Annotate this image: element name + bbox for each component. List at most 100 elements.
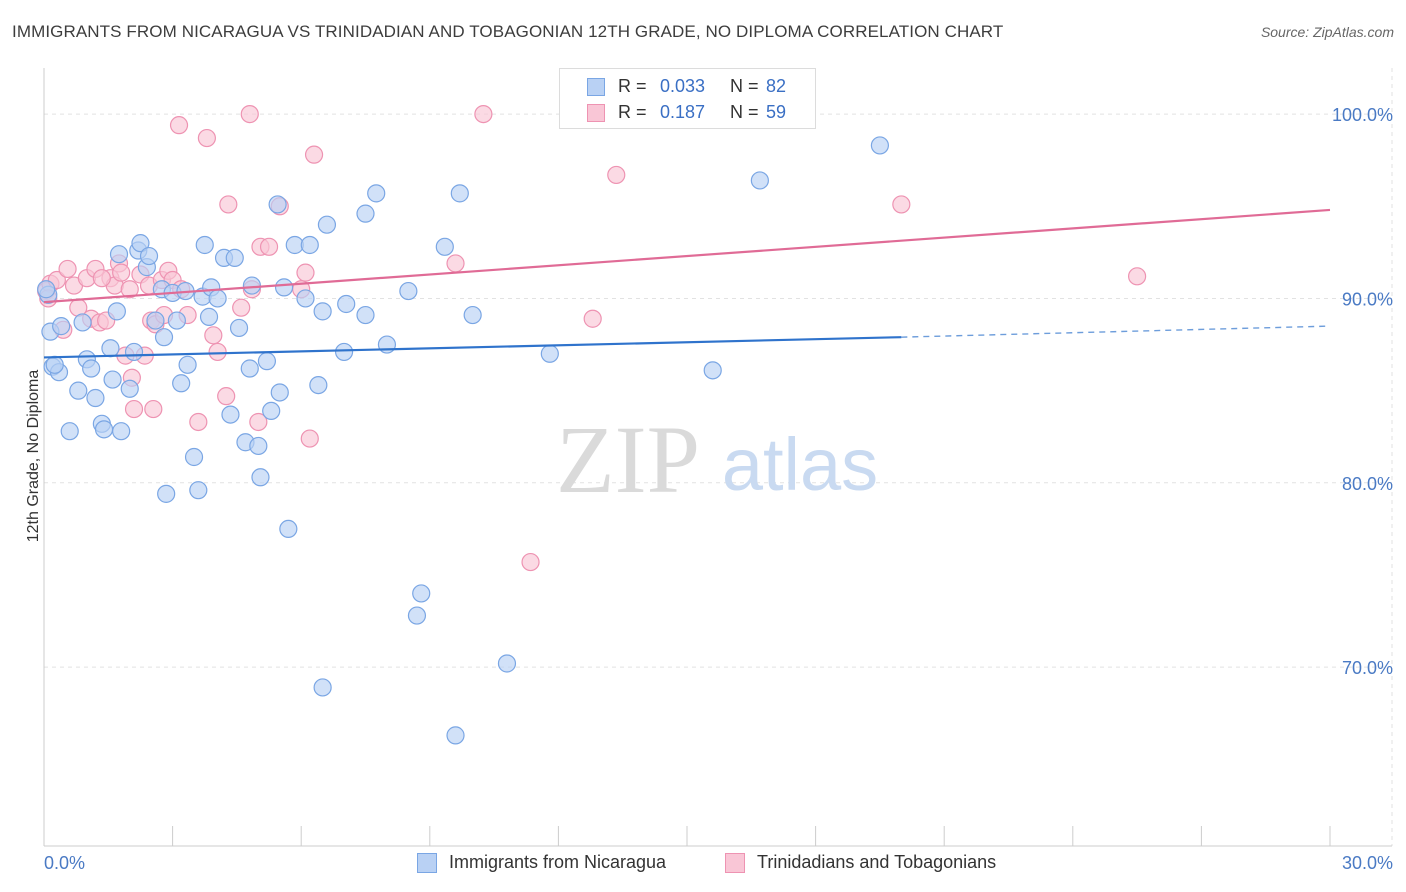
trend-line-nicaragua-extension [901, 325, 1331, 338]
scatter-point [52, 317, 71, 336]
watermark: ZIP atlas [556, 406, 878, 513]
scatter-point [208, 342, 227, 362]
axes [43, 68, 1392, 847]
bottom-legend-swatch-pink [725, 853, 745, 873]
scatter-point [300, 429, 319, 448]
scatter-point [313, 302, 332, 321]
scatter-point [367, 184, 386, 203]
scatter-point [94, 420, 114, 439]
scatter-point [242, 276, 262, 295]
trend-lines [43, 208, 1331, 359]
legend-r-label: R = [618, 76, 647, 96]
bottom-legend-label: Trinidadians and Tobagonians [757, 852, 997, 872]
scatter-point [607, 165, 626, 185]
scatter-point [37, 280, 56, 299]
scatter-point [178, 355, 197, 374]
scatter-point [240, 104, 259, 124]
legend-n-label: N = [730, 76, 759, 96]
scatter-point [892, 195, 911, 214]
scatter-point [157, 484, 176, 503]
scatter-point [309, 375, 328, 395]
scatter-point [172, 374, 191, 393]
scatter-point [240, 359, 259, 378]
scatter-point [1127, 267, 1147, 286]
scatter-point [304, 145, 324, 164]
scatter-point [296, 289, 315, 308]
scatter-point [703, 361, 722, 380]
scatter-point [249, 412, 268, 432]
scatter-point [334, 342, 354, 362]
scatter-point [337, 294, 356, 314]
bottom-legend-swatch-blue [417, 853, 437, 873]
scatter-point [167, 311, 186, 330]
y-tick-label: 80.0% [1342, 474, 1393, 494]
scatter-point [412, 584, 431, 603]
scatter-point [750, 171, 769, 190]
scatter-point [356, 305, 375, 325]
y-tick-label: 90.0% [1342, 289, 1393, 309]
scatter-point [45, 355, 64, 374]
grid-lines [44, 68, 1393, 846]
scatter-point [268, 195, 287, 214]
source-label: Source: ZipAtlas.com [1260, 24, 1394, 40]
y-axis-label: 12th Grade, No Diploma [25, 370, 42, 543]
scatter-point [435, 237, 454, 256]
scatter-point [259, 237, 279, 256]
legend-n-value: 59 [766, 102, 787, 122]
stats-legend: R = 0.033 N = 82 R = 0.187 N = 59 [559, 68, 816, 129]
legend-r-value: 0.187 [660, 102, 706, 122]
scatter-point [279, 519, 298, 539]
scatter-point [69, 381, 88, 400]
chart-title: IMMIGRANTS FROM NICARAGUA VS TRINIDADIAN… [12, 22, 1004, 41]
scatter-point [139, 246, 159, 266]
scatter-point [199, 307, 219, 326]
scatter-point [300, 235, 319, 255]
trend-line-nicaragua [43, 336, 902, 359]
legend-swatch-blue [587, 78, 605, 96]
scatter-point [92, 269, 111, 288]
scatter-point [446, 726, 465, 745]
legend-r-value: 0.033 [660, 76, 706, 96]
legend-swatch-pink [587, 104, 605, 122]
scatter-point [474, 104, 493, 124]
scatter-point [463, 305, 482, 325]
legend-r-label: R = [618, 102, 647, 122]
trend-line-trinidadian [43, 208, 1331, 304]
scatter-point [146, 311, 165, 330]
scatter-point [169, 116, 189, 135]
scatter-point [219, 195, 238, 214]
tick-labels: 100.0% 90.0% 80.0% 70.0% 0.0% 30.0% [44, 105, 1393, 873]
scatter-point [101, 339, 120, 358]
scatter-point [82, 359, 101, 378]
scatter-point [112, 422, 131, 441]
scatter-point [313, 678, 332, 697]
scatter-point [184, 447, 204, 467]
scatter-point [112, 263, 131, 282]
scatter-point [120, 280, 139, 299]
scatter-point [60, 422, 79, 441]
x-tick-label: 0.0% [44, 853, 85, 873]
scatter-point [217, 387, 236, 406]
scatter-point [317, 215, 337, 234]
scatter-point [407, 606, 427, 625]
scatter-point [540, 344, 559, 363]
scatter-point [107, 302, 126, 321]
scatter-point [120, 379, 139, 398]
watermark-zip: ZIP [556, 406, 700, 513]
scatter-point [225, 248, 244, 267]
scatter-point [197, 128, 216, 148]
y-tick-label: 100.0% [1332, 105, 1393, 125]
scatter-point [86, 388, 105, 408]
legend-n-value: 82 [766, 76, 787, 96]
legend-n-label: N = [730, 102, 759, 122]
scatter-point [204, 326, 223, 345]
scatter-point [356, 204, 375, 223]
scatter-point [521, 552, 540, 572]
scatter-point [270, 383, 289, 402]
scatter-point [450, 184, 469, 203]
scatter-point [446, 254, 465, 273]
bottom-legend-label: Immigrants from Nicaragua [449, 852, 667, 872]
scatter-point [251, 468, 270, 487]
scatter-point [154, 328, 174, 347]
